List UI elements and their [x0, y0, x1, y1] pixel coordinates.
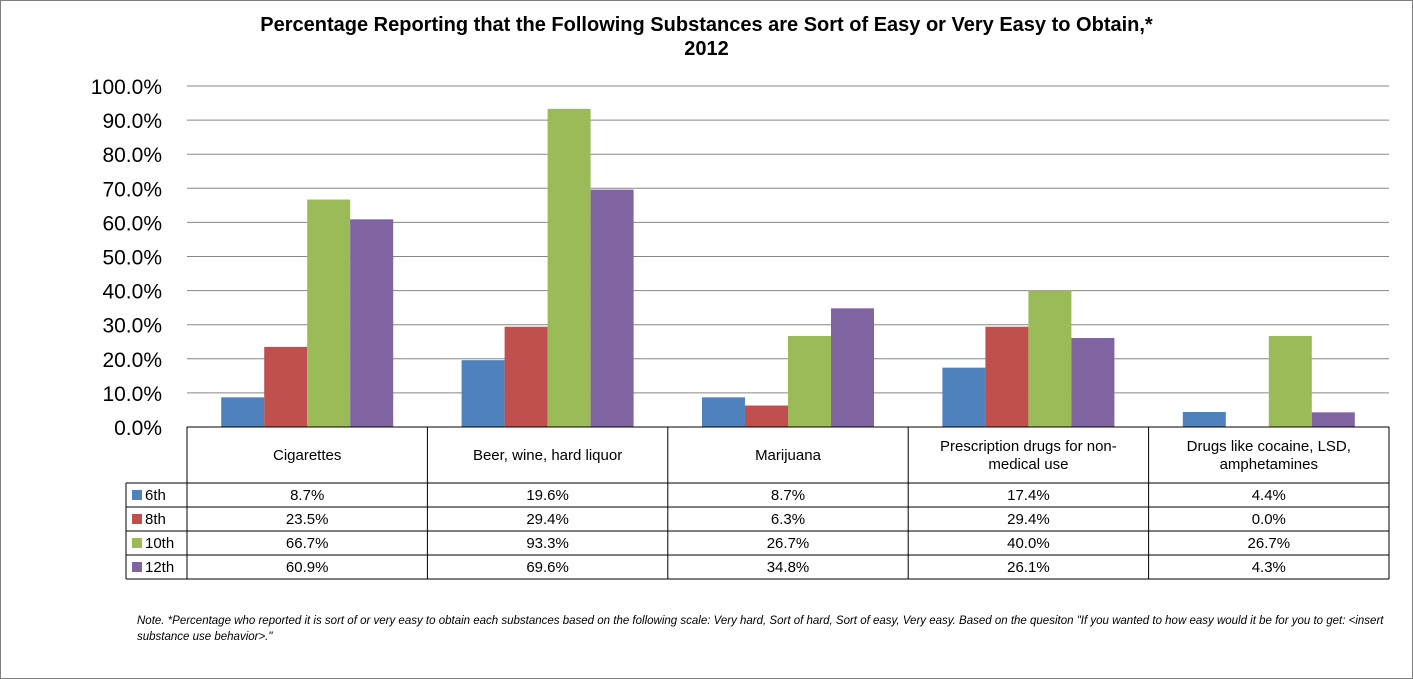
y-tick-label: 40.0% [102, 281, 162, 304]
category-label: medical use [988, 456, 1068, 473]
bar-8th-1 [504, 326, 548, 427]
y-tick-label: 0.0% [114, 417, 162, 440]
data-label: 23.5% [286, 511, 329, 528]
data-label: 26.1% [1007, 559, 1050, 576]
data-label: 60.9% [286, 559, 329, 576]
category-label: Prescription drugs for non- [940, 438, 1117, 455]
y-tick-label: 50.0% [102, 247, 162, 270]
y-tick-label: 10.0% [102, 383, 162, 406]
bar-10th-3 [1028, 290, 1072, 427]
data-label: 66.7% [286, 535, 329, 552]
bar-12th-1 [590, 189, 634, 427]
bar-8th-3 [985, 326, 1029, 427]
data-label: 26.7% [1248, 535, 1291, 552]
data-label: 17.4% [1007, 487, 1050, 504]
bar-6th-4 [1182, 411, 1226, 427]
bar-6th-0 [221, 397, 265, 427]
bar-12th-3 [1071, 337, 1115, 427]
data-label: 29.4% [526, 511, 569, 528]
data-label: 29.4% [1007, 511, 1050, 528]
y-tick-label: 100.0% [91, 76, 162, 99]
bar-6th-3 [942, 367, 986, 427]
bar-10th-4 [1268, 335, 1312, 427]
legend-key-6th [132, 490, 142, 500]
y-tick-label: 80.0% [102, 144, 162, 167]
bar-6th-1 [461, 360, 505, 427]
data-label: 69.6% [526, 559, 569, 576]
legend-label: 8th [145, 511, 166, 528]
data-label: 93.3% [526, 535, 569, 552]
data-label: 6.3% [771, 511, 805, 528]
data-label: 19.6% [526, 487, 569, 504]
data-label: 40.0% [1007, 535, 1050, 552]
bar-12th-0 [350, 219, 394, 427]
bar-12th-2 [831, 308, 874, 427]
bar-8th-2 [745, 405, 788, 427]
bar-12th-4 [1311, 412, 1355, 427]
data-label: 4.4% [1252, 487, 1286, 504]
data-label: 4.3% [1252, 559, 1286, 576]
legend-label: 10th [145, 535, 174, 552]
bar-10th-1 [547, 108, 591, 428]
data-label: 8.7% [771, 487, 805, 504]
y-tick-label: 60.0% [102, 212, 162, 235]
category-label: Drugs like cocaine, LSD, [1187, 438, 1351, 455]
bar-6th-2 [702, 397, 745, 427]
bar-10th-2 [788, 335, 831, 427]
category-label: Cigarettes [273, 447, 341, 464]
data-label: 26.7% [767, 535, 810, 552]
chart-title: Percentage Reporting that the Following … [260, 14, 1153, 36]
legend-label: 12th [145, 559, 174, 576]
bar-10th-0 [307, 199, 351, 427]
data-label: 8.7% [290, 487, 324, 504]
chart-subtitle: 2012 [684, 38, 729, 60]
y-tick-label: 90.0% [102, 110, 162, 133]
category-label: amphetamines [1220, 456, 1318, 473]
y-tick-label: 20.0% [102, 349, 162, 372]
bar-8th-0 [264, 346, 308, 427]
legend-key-12th [132, 562, 142, 572]
data-label: 34.8% [767, 559, 810, 576]
y-tick-label: 30.0% [102, 315, 162, 338]
data-label: 0.0% [1252, 511, 1286, 528]
category-label: Marijuana [755, 447, 822, 464]
legend-key-10th [132, 538, 142, 548]
legend-key-8th [132, 514, 142, 524]
category-label: Beer, wine, hard liquor [473, 447, 622, 464]
y-tick-label: 70.0% [102, 178, 162, 201]
legend-label: 6th [145, 487, 166, 504]
chart-note: Note. *Percentage who reported it is sor… [137, 615, 1384, 643]
